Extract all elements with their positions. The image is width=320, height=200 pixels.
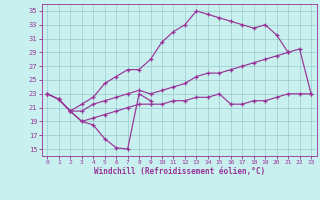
X-axis label: Windchill (Refroidissement éolien,°C): Windchill (Refroidissement éolien,°C)	[94, 167, 265, 176]
